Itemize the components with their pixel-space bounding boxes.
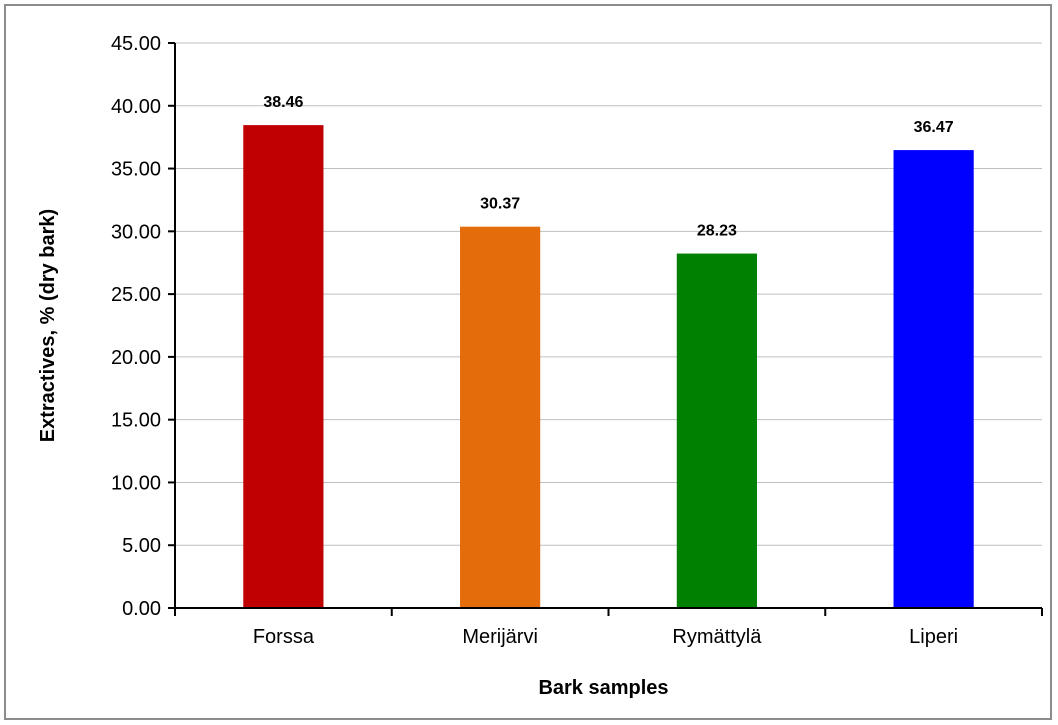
y-tick-label: 10.00 (111, 472, 161, 494)
x-tick-label: Forssa (253, 626, 315, 648)
labels: 0.00 5.00 10.00 15.00 20.00 25.00 30.00 35.00 40… (111, 33, 958, 648)
y-tick-label: 25.00 (111, 284, 161, 306)
x-tick-label: Liperi (909, 626, 958, 648)
bar (676, 253, 757, 608)
x-tick-label: Rymättylä (672, 626, 762, 648)
axes (168, 42, 1043, 616)
y-tick-label: 20.00 (111, 347, 161, 369)
bar (460, 226, 541, 608)
data-label: 28.23 (697, 223, 737, 240)
y-tick-label: 0.00 (122, 598, 161, 620)
bar (893, 150, 974, 609)
y-axis-title: Extractives, % (dry bark) (37, 209, 59, 442)
y-tick-label: 30.00 (111, 221, 161, 243)
data-label: 30.37 (480, 196, 520, 213)
y-tick-label: 5.00 (122, 535, 161, 557)
y-tick-label: 15.00 (111, 410, 161, 432)
chart-frame: 0.00 5.00 10.00 15.00 20.00 25.00 30.00 35.00 40… (4, 4, 1052, 720)
data-label: 38.46 (263, 94, 303, 111)
bar-chart: 0.00 5.00 10.00 15.00 20.00 25.00 30.00 35.00 40… (37, 33, 1043, 699)
x-axis-title: Bark samples (538, 677, 668, 699)
y-tick-label: 45.00 (111, 33, 161, 55)
bar (243, 125, 324, 608)
data-label: 36.47 (914, 119, 954, 136)
y-tick-label: 35.00 (111, 159, 161, 181)
y-tick-label: 40.00 (111, 96, 161, 118)
bars (243, 125, 974, 609)
x-tick-label: Merijärvi (462, 626, 538, 648)
